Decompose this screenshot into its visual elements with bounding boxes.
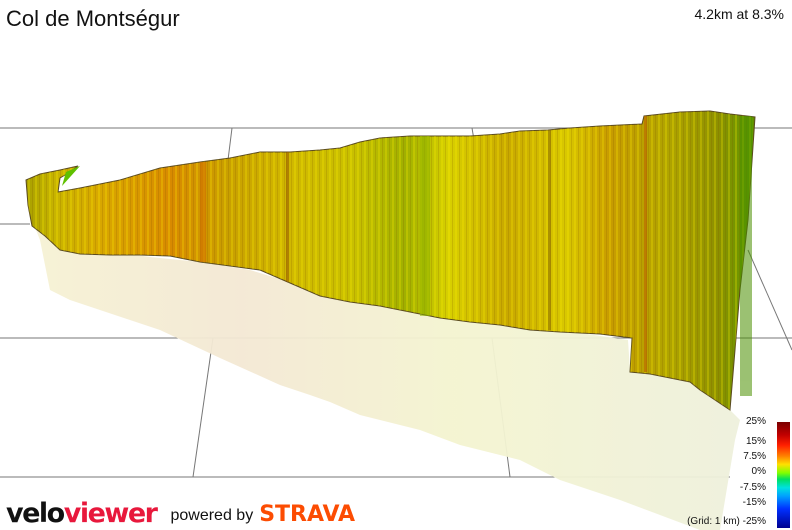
legend-label: (Grid: 1 km) -25% (687, 516, 766, 527)
powered-by-text: powered by (170, 507, 254, 524)
legend-label: 7.5% (743, 451, 766, 462)
profile-wall-stripes (26, 111, 755, 410)
climb-summary: 4.2km at 8.3% (694, 6, 785, 22)
climb-title: Col de Montségur (6, 6, 180, 31)
profile-start (62, 166, 80, 186)
gradient-color-bar (777, 422, 790, 528)
legend-label: 25% (745, 416, 766, 427)
legend-label: 15% (745, 436, 766, 447)
strava-logo[interactable]: STRAVA (259, 502, 356, 527)
profile-shadow (28, 210, 740, 530)
gradient-legend: 25% 15% 7.5% 0% -7.5% -15% (Grid: 1 km) … (682, 414, 792, 530)
veloviewer-logo[interactable]: veloviewer (6, 498, 158, 529)
legend-label: -7.5% (739, 482, 766, 493)
footer-branding: veloviewer powered by STRAVA (6, 500, 355, 528)
legend-label: 0% (751, 466, 766, 477)
steep-segments (200, 116, 752, 396)
legend-label: -15% (742, 497, 766, 508)
